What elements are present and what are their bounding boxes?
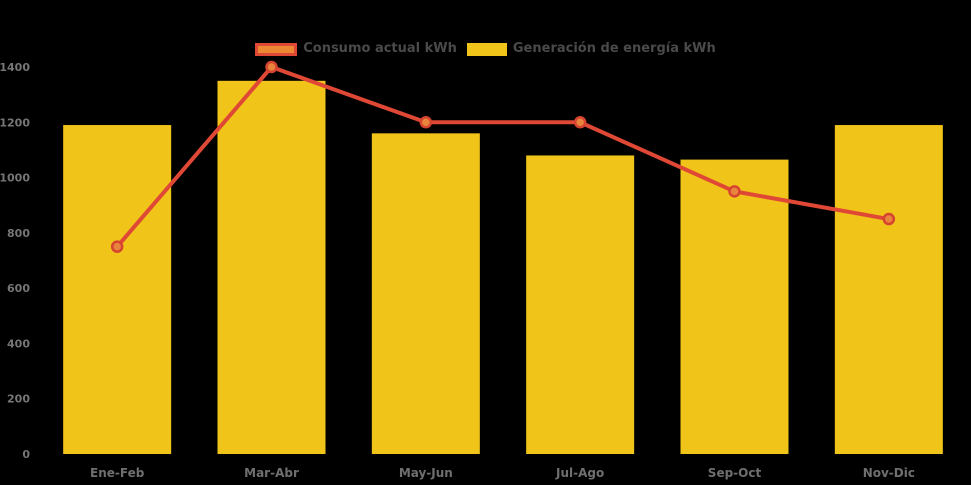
y-axis-tick-label: 1400: [0, 61, 30, 74]
legend: Consumo actual kWh Generación de energía…: [0, 42, 971, 56]
y-axis-tick-label: 800: [7, 227, 30, 240]
consumo-point[interactable]: [728, 185, 741, 198]
generacion-bar-swatch-icon: [466, 42, 507, 56]
x-axis-category-label: Nov-Dic: [863, 466, 915, 480]
consumo-point[interactable]: [110, 240, 124, 253]
y-axis-tick-label: 1200: [0, 116, 30, 129]
bar-generacion[interactable]: [217, 80, 326, 455]
legend-label-consumo: Consumo actual kWh: [303, 41, 457, 56]
y-axis-tick-label: 400: [7, 337, 30, 350]
y-axis-tick-label: 200: [7, 393, 30, 406]
consumo-point[interactable]: [265, 60, 278, 74]
legend-item-consumo[interactable]: Consumo actual kWh: [255, 42, 457, 56]
consumo-point[interactable]: [419, 116, 433, 129]
x-axis-category-label: Jul-Ago: [555, 466, 604, 480]
bar-generacion[interactable]: [680, 159, 789, 454]
y-axis-tick-label: 0: [22, 448, 30, 461]
consumo-line-swatch-icon: [255, 42, 298, 56]
y-axis-tick-label: 600: [7, 282, 30, 295]
x-axis-category-label: May-Jun: [399, 466, 453, 480]
legend-item-generacion[interactable]: Generación de energía kWh: [466, 41, 716, 56]
bar-generacion[interactable]: [63, 125, 172, 455]
consumo-point[interactable]: [573, 116, 587, 129]
y-axis-tick-label: 1000: [0, 172, 30, 185]
consumo-line: [115, 65, 891, 249]
bar-generacion[interactable]: [371, 133, 480, 455]
consumo-point[interactable]: [882, 212, 896, 226]
x-axis-category-label: Mar-Abr: [244, 466, 299, 480]
bar-generacion[interactable]: [834, 125, 943, 455]
legend-label-generacion: Generación de energía kWh: [512, 41, 716, 56]
x-axis-category-label: Ene-Feb: [90, 466, 145, 480]
bar-generacion[interactable]: [526, 155, 635, 454]
x-axis-category-label: Sep-Oct: [708, 466, 762, 480]
